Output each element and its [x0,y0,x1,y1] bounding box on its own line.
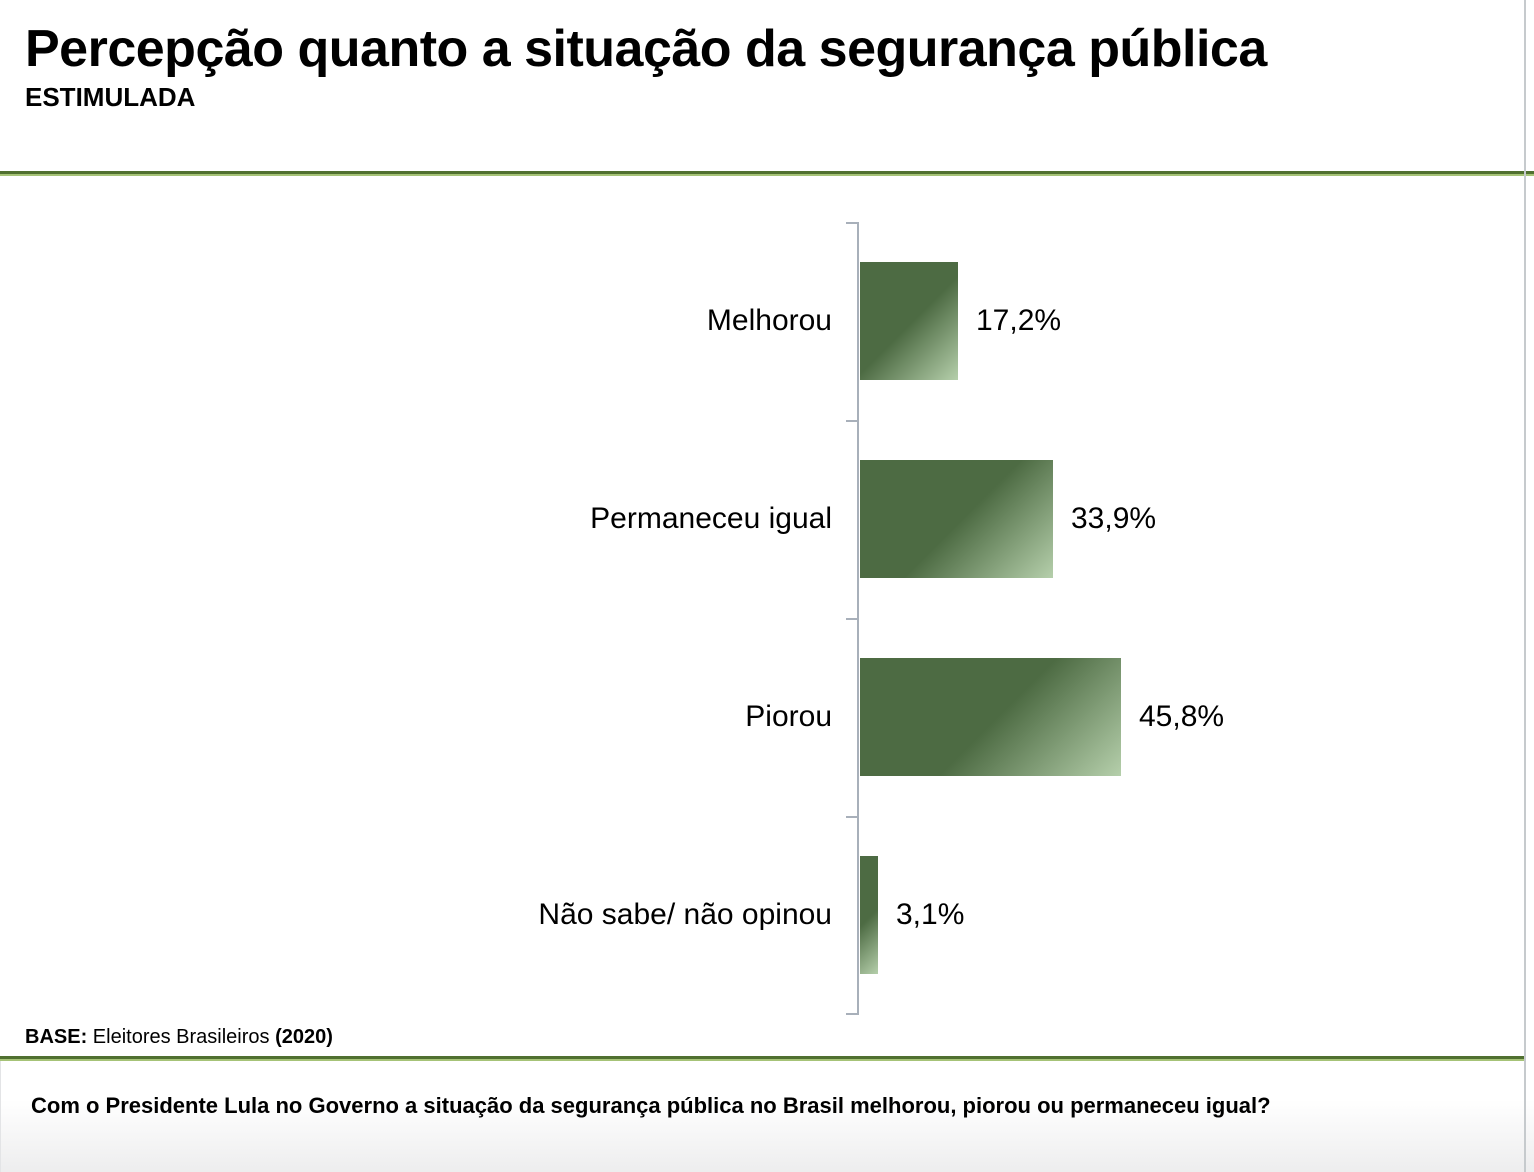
separator-top-light-line [0,174,1534,176]
value-label: 33,9% [1071,502,1157,535]
base-note-year: (2020) [275,1026,333,1048]
category-label: Permaneceu igual [590,502,832,535]
base-note-text: Eleitores Brasileiros [87,1026,276,1048]
page-right-border [1524,0,1526,1172]
y-axis-line [857,222,859,1015]
value-label: 45,8% [1139,700,1225,733]
header: Percepção quanto a situação da segurança… [25,20,1494,113]
base-note: BASE: Eleitores Brasileiros (2020) [25,1026,333,1049]
axis-tick [846,618,857,620]
axis-tick [846,816,857,818]
value-label: 17,2% [976,304,1062,337]
bar [860,262,958,380]
axis-tick [846,222,857,224]
bar-row: Não sabe/ não opinou 3,1% [0,816,1534,1014]
category-label: Não sabe/ não opinou [538,898,832,931]
bar-row: Melhorou 17,2% [0,222,1534,420]
bar [860,460,1053,578]
separator-bottom-dark-line [0,1056,1525,1059]
category-label: Melhorou [706,304,832,337]
category-label: Piorou [745,700,832,733]
base-note-prefix: BASE: [25,1026,88,1048]
bar-row: Piorou 45,8% [0,618,1534,816]
bar-row: Permaneceu igual 33,9% [0,420,1534,618]
page-title: Percepção quanto a situação da segurança… [25,20,1267,78]
separator-top-dark-line [0,171,1534,174]
bar-chart: Melhorou 17,2% Permaneceu igual 33,9% Pi… [0,222,1534,1015]
footer-question: Com o Presidente Lula no Governo a situa… [31,1093,1271,1118]
bar [860,856,878,974]
axis-tick [846,1013,857,1015]
axis-tick [846,420,857,422]
separator-bottom-light-line [0,1059,1525,1061]
bar [860,658,1121,776]
footer: Com o Presidente Lula no Governo a situa… [0,1061,1534,1172]
value-label: 3,1% [896,898,965,931]
separator-bottom [0,1056,1525,1061]
separator-top [0,171,1534,176]
page-subtitle: ESTIMULADA [25,82,196,113]
